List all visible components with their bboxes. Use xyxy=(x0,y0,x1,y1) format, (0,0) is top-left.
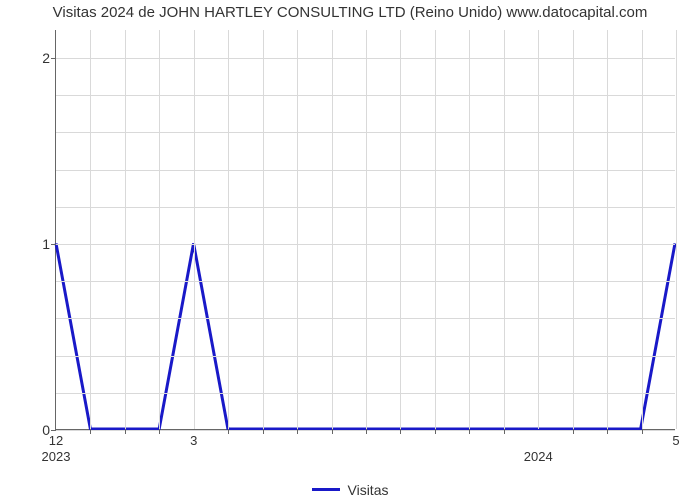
x-minor-tick xyxy=(159,429,160,434)
x-minor-tick xyxy=(642,429,643,434)
grid-line-v xyxy=(607,30,608,429)
x-minor-tick xyxy=(573,429,574,434)
x-minor-tick xyxy=(332,429,333,434)
x-tick-year-label: 2024 xyxy=(524,429,553,464)
chart-title: Visitas 2024 de JOHN HARTLEY CONSULTING … xyxy=(0,4,700,21)
grid-line-v xyxy=(90,30,91,429)
grid-line-v xyxy=(263,30,264,429)
grid-line-v xyxy=(435,30,436,429)
grid-line-v xyxy=(573,30,574,429)
grid-line-v xyxy=(504,30,505,429)
grid-line-v xyxy=(366,30,367,429)
y-tick xyxy=(51,244,56,245)
grid-line-v xyxy=(538,30,539,429)
x-minor-tick xyxy=(435,429,436,434)
grid-line-v xyxy=(642,30,643,429)
x-minor-tick xyxy=(228,429,229,434)
x-minor-tick xyxy=(90,429,91,434)
x-tick-label: 5 xyxy=(672,429,679,448)
grid-line-v xyxy=(228,30,229,429)
legend-item: Visitas xyxy=(312,482,389,498)
grid-line-v xyxy=(125,30,126,429)
grid-line-v xyxy=(194,30,195,429)
x-tick-label: 3 xyxy=(190,429,197,448)
grid-line-v xyxy=(469,30,470,429)
x-tick-year-label: 2023 xyxy=(42,429,71,464)
x-minor-tick xyxy=(263,429,264,434)
grid-line-v xyxy=(297,30,298,429)
legend-label: Visitas xyxy=(348,482,389,498)
x-minor-tick xyxy=(125,429,126,434)
grid-line-v xyxy=(159,30,160,429)
x-minor-tick xyxy=(504,429,505,434)
grid-line-v xyxy=(332,30,333,429)
x-minor-tick xyxy=(400,429,401,434)
y-tick xyxy=(51,58,56,59)
x-minor-tick xyxy=(366,429,367,434)
legend: Visitas xyxy=(0,478,700,498)
legend-swatch xyxy=(312,488,340,491)
x-minor-tick xyxy=(607,429,608,434)
plot-area: 012122023320245 xyxy=(55,30,675,430)
grid-line-v xyxy=(400,30,401,429)
x-minor-tick xyxy=(297,429,298,434)
x-minor-tick xyxy=(469,429,470,434)
grid-line-v xyxy=(676,30,677,429)
chart-container: { "chart": { "type": "line", "title": "V… xyxy=(0,0,700,500)
